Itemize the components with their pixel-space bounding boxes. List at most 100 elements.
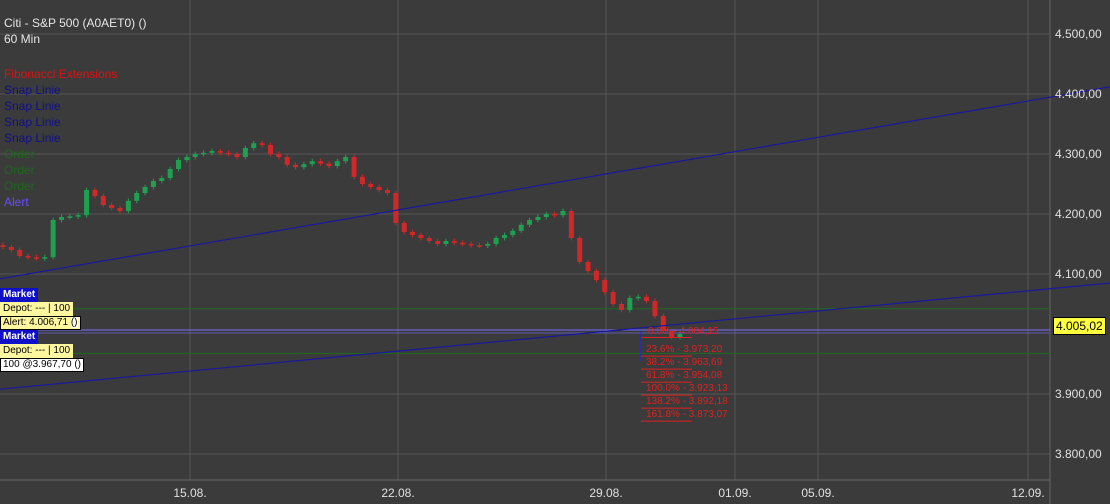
trendline <box>0 86 1110 280</box>
candle-body <box>393 193 399 223</box>
fib-level-label: 23.6% - 3.973,20 <box>646 344 723 356</box>
candle-body <box>8 247 14 250</box>
y-tick-label: 4.500,00 <box>1055 27 1102 41</box>
candle-body <box>251 143 257 148</box>
y-tick-label: 3.800,00 <box>1055 447 1102 461</box>
legend-item[interactable]: Snap Linie <box>4 83 61 97</box>
y-tick-label: 3.900,00 <box>1055 387 1102 401</box>
candle-body <box>276 154 282 157</box>
candle-body <box>309 161 315 165</box>
candle-body <box>552 214 558 216</box>
candle-body <box>435 241 441 244</box>
candle-body <box>476 245 482 247</box>
candle-body <box>284 157 290 165</box>
x-tick-label: 15.08. <box>173 486 207 500</box>
candle-body <box>125 200 131 211</box>
legend-item[interactable]: Order <box>4 163 35 177</box>
fib-level-label: 161.8% - 3.873,07 <box>646 409 728 421</box>
x-tick-label: 05.09. <box>801 486 835 500</box>
fib-level-label: 138.2% - 3.892,18 <box>646 396 728 408</box>
alert-value: Alert: 4.006,71 <box>3 317 69 328</box>
candle-body <box>59 217 65 220</box>
market-label[interactable]: Market <box>0 330 39 344</box>
market-label[interactable]: Market <box>0 288 39 302</box>
candle-body <box>134 193 140 201</box>
legend-item[interactable]: Order <box>4 179 35 193</box>
candle-body <box>351 157 357 177</box>
trendline <box>0 282 1110 390</box>
candle-body <box>226 152 232 155</box>
candle-body <box>418 235 424 238</box>
candle-body <box>610 292 616 304</box>
legend-item[interactable]: Fibonacci Extensions <box>4 67 118 81</box>
candle-body <box>50 220 56 258</box>
depot-label: Depot: --- | 100 <box>0 344 74 358</box>
candle-body <box>75 215 81 217</box>
y-tick-label: 4.200,00 <box>1055 207 1102 221</box>
candle-body <box>142 187 148 193</box>
legend-item[interactable]: Snap Linie <box>4 131 61 145</box>
candle-body <box>468 244 474 246</box>
candle-body <box>33 257 39 259</box>
fib-level-label: 38.2% - 3.963,69 <box>646 357 723 369</box>
candle-body <box>17 250 23 256</box>
candle-body <box>242 148 248 157</box>
order-label[interactable]: 100 @3.967,70 () <box>0 358 84 372</box>
candle-body <box>501 235 507 238</box>
x-tick-label: 29.08. <box>589 486 623 500</box>
candle-body <box>267 145 273 154</box>
alert-label[interactable]: Alert: 4.006,71 () <box>0 316 81 330</box>
alert-suffix: () <box>70 317 78 328</box>
candle-body <box>25 256 31 258</box>
candle-body <box>493 238 499 244</box>
candle-body <box>100 196 106 205</box>
candle-body <box>0 245 6 247</box>
candle-body <box>602 280 608 292</box>
candle-body <box>117 208 123 211</box>
candle-body <box>259 143 265 145</box>
candle-body <box>42 257 48 259</box>
legend-item[interactable]: Order <box>4 147 35 161</box>
legend-item[interactable]: Snap Linie <box>4 115 61 129</box>
candle-body <box>426 238 432 241</box>
candle-body <box>376 187 382 190</box>
candle-body <box>384 190 390 193</box>
y-tick-label: 4.400,00 <box>1055 87 1102 101</box>
candle-body <box>334 161 340 166</box>
candle-body <box>109 205 115 208</box>
current-price-tag: 4.005,02 <box>1053 317 1106 335</box>
x-tick-label: 22.08. <box>381 486 415 500</box>
candle-body <box>184 157 190 160</box>
y-tick-label: 4.300,00 <box>1055 147 1102 161</box>
candle-body <box>443 241 449 244</box>
candle-body <box>192 154 198 157</box>
x-tick-label: 12.09. <box>1011 486 1045 500</box>
candle-body <box>618 304 624 310</box>
candle-body <box>217 151 223 153</box>
legend-item[interactable]: Alert <box>4 195 29 209</box>
candle-body <box>359 176 365 184</box>
candle-body <box>543 214 549 217</box>
candle-body <box>318 161 324 164</box>
candle-body <box>176 160 182 169</box>
candle-body <box>585 262 591 271</box>
candle-body <box>326 163 332 166</box>
candle-body <box>568 211 574 238</box>
candle-body <box>560 211 566 216</box>
candle-body <box>644 296 650 301</box>
candle-body <box>635 296 641 299</box>
candle-body <box>627 298 633 310</box>
candle-body <box>652 301 658 316</box>
candle-body <box>485 244 491 246</box>
candle-body <box>167 169 173 178</box>
fib-level-label: 100.0% - 3.923,13 <box>646 383 728 395</box>
candle-body <box>451 241 457 243</box>
candle-body <box>92 190 98 196</box>
candle-body <box>201 152 207 155</box>
legend-item[interactable]: Snap Linie <box>4 99 61 113</box>
candle-body <box>660 316 666 331</box>
candle-body <box>67 216 73 218</box>
candle-body <box>527 220 533 225</box>
